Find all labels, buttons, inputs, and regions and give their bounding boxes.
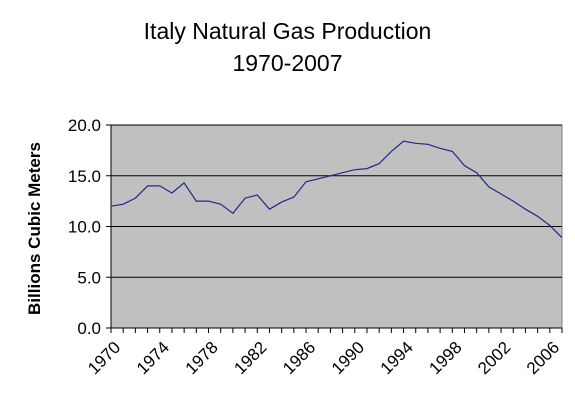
chart-title-line-2: 1970-2007 xyxy=(232,50,343,76)
y-tick-label: 10.0 xyxy=(68,218,101,237)
y-tick-label: 20.0 xyxy=(68,116,101,135)
x-tick-label: 1986 xyxy=(279,338,319,378)
series-line xyxy=(110,140,563,239)
x-tick-label: 1970 xyxy=(84,338,124,378)
y-axis-label: Billions Cubic Meters xyxy=(25,142,44,315)
x-tick-label: 2002 xyxy=(474,338,514,378)
y-tick-label: 15.0 xyxy=(68,167,101,186)
grid-lines xyxy=(106,124,562,329)
x-tick-labels: 1970 1974 1978 1982 1986 1990 1994 1998 2002 2006 xyxy=(84,338,563,378)
axes xyxy=(110,125,563,333)
x-tick-label: 1982 xyxy=(230,338,270,378)
x-tick-label: 1994 xyxy=(377,338,417,378)
x-tick-label: 1974 xyxy=(133,338,173,378)
chart-title-line-1: Italy Natural Gas Production xyxy=(143,18,432,44)
x-tick-label: 1990 xyxy=(328,338,368,378)
x-tick-label: 2006 xyxy=(523,338,563,378)
x-tick-label: 1978 xyxy=(182,338,222,378)
y-tick-label: 5.0 xyxy=(77,268,101,287)
x-tick-label: 1998 xyxy=(425,338,465,378)
y-tick-labels: 0.0 5.0 10.0 15.0 20.0 xyxy=(68,116,101,338)
y-tick-label: 0.0 xyxy=(77,319,101,338)
